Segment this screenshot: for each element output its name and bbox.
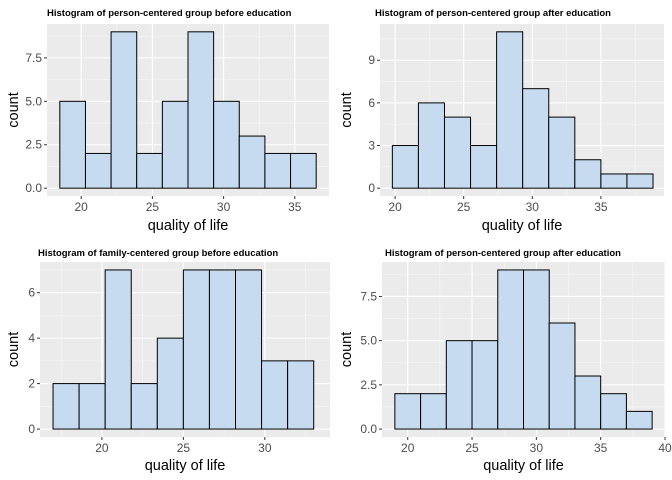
y-tick-label: 5.0 bbox=[360, 334, 377, 348]
y-tick-label: 7.5 bbox=[25, 51, 42, 65]
histogram-bar bbox=[626, 173, 654, 189]
histogram-bar bbox=[78, 383, 106, 430]
y-axis-label: count bbox=[339, 332, 355, 367]
histogram-bar bbox=[161, 100, 189, 189]
histogram-bar bbox=[264, 152, 292, 189]
histogram-bar bbox=[261, 360, 289, 430]
x-axis-label: quality of life bbox=[148, 218, 229, 234]
histogram-bar bbox=[52, 383, 80, 430]
chart-panel-1: 20 25 30 35 0.0 2.5 5.0 7.5 Histogram of person-… bbox=[6, 8, 329, 234]
chart-panel-4: 20 25 30 35 40 0.0 2.5 5.0 7.5 Histogram of perso… bbox=[339, 248, 672, 474]
x-tick-label: 20 bbox=[75, 200, 89, 214]
histogram-bar bbox=[84, 152, 112, 189]
histogram-bar bbox=[287, 360, 315, 430]
histogram-bar bbox=[548, 116, 576, 189]
histogram-bar bbox=[443, 116, 472, 189]
y-tick-label: 2.5 bbox=[360, 378, 377, 392]
histogram-bar bbox=[522, 88, 550, 189]
x-tick-label: 20 bbox=[95, 441, 109, 455]
y-tick-label: 7.5 bbox=[360, 289, 377, 303]
chart-title: Histogram of family-centered group befor… bbox=[38, 248, 278, 259]
y-tick-label: 3 bbox=[368, 139, 375, 153]
y-tick-label: 2.5 bbox=[25, 138, 42, 152]
x-tick-label: 25 bbox=[146, 200, 160, 214]
x-tick-label: 35 bbox=[594, 200, 608, 214]
x-axis-label: quality of life bbox=[483, 458, 564, 474]
x-tick-label: 20 bbox=[388, 200, 402, 214]
x-axis-label: quality of life bbox=[482, 218, 563, 234]
x-tick-label: 35 bbox=[288, 200, 302, 214]
y-tick-label: 4 bbox=[28, 331, 35, 345]
histogram-bar bbox=[59, 100, 86, 189]
histogram-bar bbox=[600, 393, 627, 430]
histogram-bar bbox=[548, 322, 576, 430]
y-tick-label: 6 bbox=[368, 96, 375, 110]
x-tick-label: 25 bbox=[465, 441, 479, 455]
histogram-bar bbox=[235, 269, 263, 430]
x-tick-label: 25 bbox=[457, 200, 471, 214]
histogram-bar bbox=[130, 383, 158, 430]
chart-title: Histogram of person-centered group after… bbox=[385, 248, 621, 259]
y-tick-label: 9 bbox=[368, 53, 375, 67]
histogram-bar bbox=[471, 340, 499, 430]
y-axis-label: count bbox=[339, 92, 355, 127]
histogram-bar bbox=[445, 340, 473, 430]
histogram-bar bbox=[238, 135, 266, 189]
histogram-bar bbox=[394, 393, 422, 430]
histogram-bar bbox=[417, 102, 445, 189]
histogram-bar bbox=[420, 393, 447, 430]
histogram-bar bbox=[136, 152, 163, 189]
histogram-bar bbox=[496, 31, 524, 189]
histogram-bar bbox=[625, 410, 653, 430]
x-tick-label: 25 bbox=[177, 441, 191, 455]
histogram-bar bbox=[213, 100, 240, 189]
y-axis-label: count bbox=[6, 332, 22, 367]
x-tick-label: 30 bbox=[526, 200, 540, 214]
y-tick-label: 0 bbox=[28, 422, 35, 436]
x-tick-label: 20 bbox=[401, 441, 415, 455]
histogram-bar bbox=[497, 269, 525, 430]
x-tick-label: 30 bbox=[530, 441, 544, 455]
histogram-bar bbox=[600, 173, 628, 189]
histogram-bar bbox=[208, 269, 237, 430]
histogram-bar bbox=[104, 269, 132, 430]
x-tick-label: 35 bbox=[594, 441, 608, 455]
histogram-bar bbox=[470, 145, 498, 189]
y-tick-label: 2 bbox=[28, 377, 35, 391]
y-tick-label: 0 bbox=[368, 181, 375, 195]
y-tick-label: 5.0 bbox=[25, 94, 42, 108]
chart-title: Histogram of person-centered group after… bbox=[375, 8, 611, 19]
x-tick-label: 30 bbox=[258, 441, 272, 455]
y-tick-label: 0.0 bbox=[25, 181, 42, 195]
histogram-bar bbox=[523, 269, 550, 430]
y-tick-label: 6 bbox=[28, 286, 35, 300]
histogram-bar bbox=[187, 31, 215, 189]
chart-title: Histogram of person-centered group befor… bbox=[47, 8, 292, 19]
histogram-bar bbox=[182, 269, 210, 430]
x-tick-label: 30 bbox=[217, 200, 231, 214]
histogram-bar bbox=[156, 337, 184, 430]
histogram-bar bbox=[574, 159, 602, 189]
x-axis-label: quality of life bbox=[145, 458, 226, 474]
histogram-bar bbox=[290, 152, 317, 189]
y-tick-label: 0.0 bbox=[360, 422, 377, 436]
histogram-bar bbox=[391, 145, 419, 189]
x-tick-label: 40 bbox=[658, 441, 672, 455]
histogram-bar bbox=[574, 375, 602, 430]
chart-panel-2: 20 25 30 35 0 3 6 9 Histogram of person-centered… bbox=[339, 8, 664, 234]
histogram-bar bbox=[110, 31, 138, 189]
y-axis-label: count bbox=[6, 92, 22, 127]
chart-panel-3: 20 25 30 0 2 4 6 Histogram of family-centered g… bbox=[6, 248, 330, 474]
